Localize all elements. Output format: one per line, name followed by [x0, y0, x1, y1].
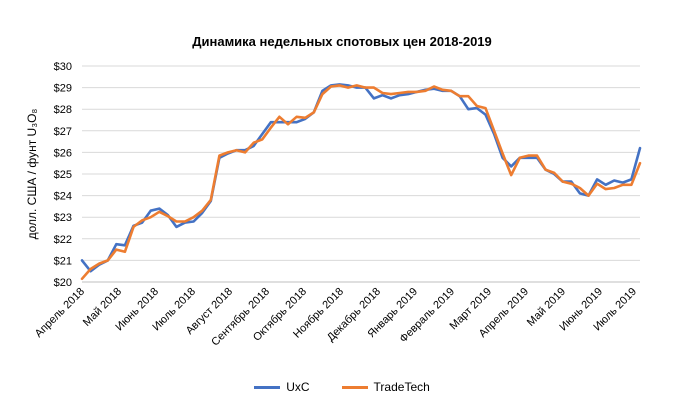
- legend-swatch-uxc: [254, 385, 281, 389]
- x-tick-label: Ноябрь 2018: [291, 286, 346, 341]
- legend-label-uxc: UxC: [286, 380, 310, 394]
- y-tick-label: $22: [54, 234, 72, 246]
- series-lines: [80, 83, 642, 281]
- legend-swatch-tradetech: [341, 385, 368, 389]
- x-tick-label: Январь 2019: [366, 286, 421, 341]
- legend-item-tradetech[interactable]: TradeTech: [341, 380, 430, 394]
- y-axis-title: долл. США / фунт U₃O₈: [25, 108, 39, 240]
- y-tick-label: $29: [54, 83, 72, 95]
- x-tick-label: Март 2019: [448, 286, 495, 333]
- x-tick-label: Июль 2018: [150, 286, 198, 334]
- x-tick-label: Апрель 2019: [477, 286, 531, 340]
- x-tick-label: Июнь 2018: [113, 286, 161, 334]
- legend: UxC TradeTech: [0, 380, 684, 394]
- y-tick-label: $24: [54, 191, 72, 203]
- x-tick-label: Май 2018: [81, 286, 124, 329]
- x-tick-label: Сентябрь 2018: [209, 286, 272, 349]
- y-tick-label: $21: [54, 255, 72, 267]
- series-line-uxc: [80, 83, 642, 273]
- series-line-tradetech: [80, 84, 642, 281]
- x-tick-label: Апрель 2018: [33, 286, 87, 340]
- y-tick-label: $25: [54, 169, 72, 181]
- x-tick-label: Октябрь 2018: [251, 286, 309, 344]
- x-tick-label: Июль 2019: [591, 286, 639, 334]
- legend-item-uxc[interactable]: UxC: [254, 380, 310, 394]
- x-tick-label: Июнь 2019: [557, 286, 605, 334]
- x-tick-label: Февраль 2019: [398, 286, 458, 346]
- x-tick-label: Август 2018: [184, 286, 235, 337]
- y-tick-label: $26: [54, 147, 72, 159]
- y-tick-label: $27: [54, 126, 72, 138]
- legend-label-tradetech: TradeTech: [373, 380, 430, 394]
- x-tick-label: Май 2019: [525, 286, 568, 329]
- y-tick-label: $20: [54, 277, 72, 289]
- gridlines: [82, 65, 640, 283]
- chart-title: Динамика недельных спотовых цен 2018-201…: [192, 34, 492, 49]
- y-tick-label: $30: [54, 61, 72, 73]
- x-tick-label: Декабрь 2018: [325, 286, 383, 344]
- y-tick-label: $28: [54, 104, 72, 116]
- y-tick-label: $23: [54, 212, 72, 224]
- y-tick-labels: $20 $21 $22 $23 $24 $25 $26 $27 $28 $29 $30: [54, 61, 72, 289]
